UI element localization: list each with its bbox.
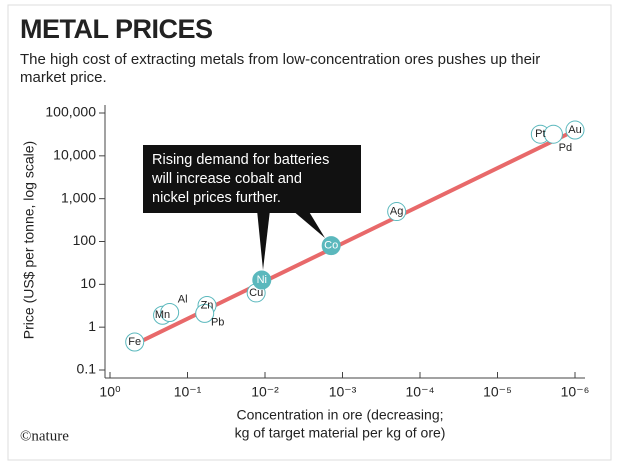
point [125,332,145,352]
x-axis-title: Concentration in ore (decreasing; [236,407,443,423]
annotation: nickel prices further. [152,190,281,206]
y-tick-label: 10,000 [53,147,96,163]
x-tick-label: 10⁻¹ [174,384,202,400]
point-label: Fe [128,336,141,348]
point [565,120,585,140]
point [387,202,407,222]
y-tick-label: 10 [80,275,96,291]
y-tick-label: 100 [73,232,97,248]
annotation: Rising demand for batteries [152,152,329,168]
point [195,303,215,323]
point-label: Pd [559,142,572,154]
point-label: Pb [211,316,224,328]
callout-pointer [257,210,270,270]
point [543,124,563,144]
chart-title: METAL PRICES [20,14,213,44]
x-tick-label: 10⁻⁴ [406,384,435,400]
subtitle: market price. [20,69,107,86]
annotation: will increase cobalt and [151,171,302,187]
x-tick-label: 10⁻² [251,384,279,400]
callout-pointer [292,210,325,238]
x-tick-label: 10⁰ [99,384,121,400]
frame [7,4,612,461]
point [321,236,341,256]
callout-box [143,145,361,213]
point [160,302,180,322]
x-tick-label: 10⁻⁶ [561,384,590,400]
point-label: Zn [201,299,214,311]
point-label: Cu [249,287,263,299]
point-label: Co [324,240,338,252]
point-label: Ni [257,274,267,286]
x-axis-title: kg of target material per kg of ore) [235,425,446,441]
y-tick-label: 1,000 [61,189,96,205]
x-tick-label: 10⁻⁵ [483,384,512,400]
y-axis-title: Price (US$ per tonne, log scale) [21,141,37,339]
subtitle: The high cost of extracting metals from … [20,51,540,68]
y-tick-label: 0.1 [77,361,97,377]
y-tick-label: 100,000 [45,104,96,120]
credit: ©nature [20,428,69,444]
point-label: Mn [155,309,170,321]
y-tick-label: 1 [88,318,96,334]
x-tick-label: 10⁻³ [329,384,357,400]
point [252,270,272,290]
point-label: Pt [535,128,545,140]
point-label: Al [178,293,188,305]
point-label: Ag [390,205,403,217]
point-label: Au [568,124,581,136]
